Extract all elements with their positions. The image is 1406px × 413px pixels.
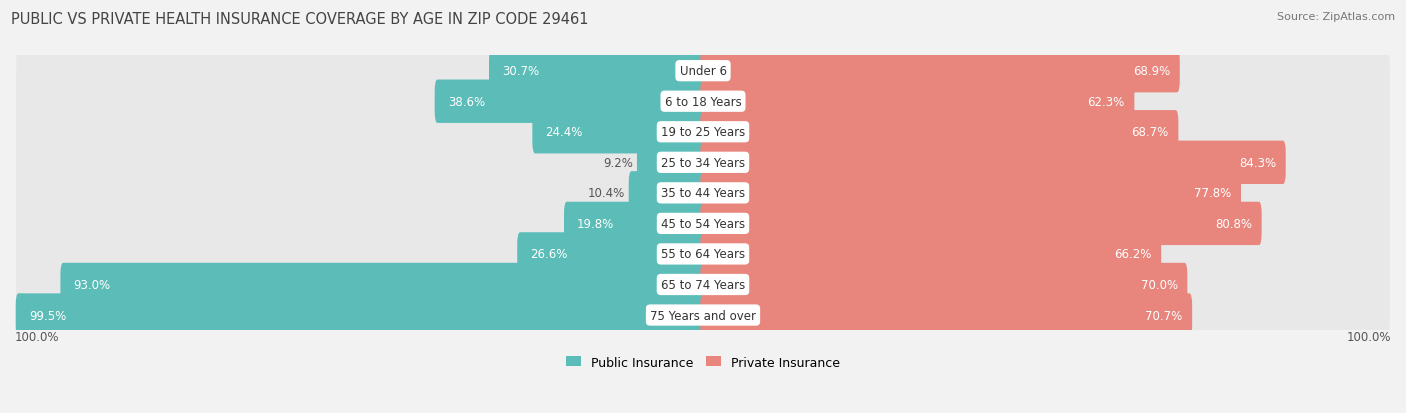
FancyBboxPatch shape [700, 294, 1192, 337]
Text: Source: ZipAtlas.com: Source: ZipAtlas.com [1277, 12, 1395, 22]
FancyBboxPatch shape [700, 172, 1241, 215]
FancyBboxPatch shape [17, 188, 1389, 259]
Text: 75 Years and over: 75 Years and over [650, 309, 756, 322]
Text: 68.9%: 68.9% [1133, 65, 1170, 78]
Text: 77.8%: 77.8% [1194, 187, 1232, 200]
Text: 93.0%: 93.0% [73, 278, 111, 291]
FancyBboxPatch shape [700, 202, 1261, 245]
Text: 100.0%: 100.0% [1347, 330, 1391, 344]
FancyBboxPatch shape [700, 233, 1161, 276]
Text: 45 to 54 Years: 45 to 54 Years [661, 217, 745, 230]
Text: 30.7%: 30.7% [502, 65, 540, 78]
FancyBboxPatch shape [17, 280, 1389, 351]
Text: 84.3%: 84.3% [1239, 157, 1277, 169]
FancyBboxPatch shape [17, 158, 1389, 229]
FancyBboxPatch shape [17, 36, 1389, 107]
Text: 68.7%: 68.7% [1132, 126, 1168, 139]
FancyBboxPatch shape [17, 97, 1389, 168]
Text: 10.4%: 10.4% [588, 187, 624, 200]
Legend: Public Insurance, Private Insurance: Public Insurance, Private Insurance [561, 351, 845, 374]
Text: 70.7%: 70.7% [1146, 309, 1182, 322]
Text: 100.0%: 100.0% [15, 330, 59, 344]
FancyBboxPatch shape [700, 263, 1187, 306]
Text: 9.2%: 9.2% [603, 157, 633, 169]
FancyBboxPatch shape [700, 81, 1135, 123]
FancyBboxPatch shape [637, 141, 706, 185]
Text: 70.0%: 70.0% [1140, 278, 1178, 291]
FancyBboxPatch shape [564, 202, 706, 245]
Text: 65 to 74 Years: 65 to 74 Years [661, 278, 745, 291]
FancyBboxPatch shape [434, 81, 706, 123]
Text: 19 to 25 Years: 19 to 25 Years [661, 126, 745, 139]
FancyBboxPatch shape [628, 172, 706, 215]
Text: Under 6: Under 6 [679, 65, 727, 78]
Text: 99.5%: 99.5% [28, 309, 66, 322]
FancyBboxPatch shape [700, 111, 1178, 154]
Text: 38.6%: 38.6% [447, 95, 485, 109]
FancyBboxPatch shape [700, 50, 1180, 93]
FancyBboxPatch shape [17, 127, 1389, 199]
Text: PUBLIC VS PRIVATE HEALTH INSURANCE COVERAGE BY AGE IN ZIP CODE 29461: PUBLIC VS PRIVATE HEALTH INSURANCE COVER… [11, 12, 589, 27]
FancyBboxPatch shape [700, 141, 1285, 185]
Text: 25 to 34 Years: 25 to 34 Years [661, 157, 745, 169]
FancyBboxPatch shape [15, 294, 706, 337]
FancyBboxPatch shape [17, 66, 1389, 138]
FancyBboxPatch shape [517, 233, 706, 276]
Text: 62.3%: 62.3% [1087, 95, 1125, 109]
Text: 55 to 64 Years: 55 to 64 Years [661, 248, 745, 261]
Text: 80.8%: 80.8% [1215, 217, 1251, 230]
FancyBboxPatch shape [60, 263, 706, 306]
Text: 19.8%: 19.8% [576, 217, 614, 230]
Text: 66.2%: 66.2% [1114, 248, 1152, 261]
Text: 6 to 18 Years: 6 to 18 Years [665, 95, 741, 109]
FancyBboxPatch shape [17, 249, 1389, 320]
FancyBboxPatch shape [17, 219, 1389, 290]
Text: 35 to 44 Years: 35 to 44 Years [661, 187, 745, 200]
Text: 26.6%: 26.6% [530, 248, 568, 261]
Text: 24.4%: 24.4% [546, 126, 583, 139]
FancyBboxPatch shape [533, 111, 706, 154]
FancyBboxPatch shape [489, 50, 706, 93]
